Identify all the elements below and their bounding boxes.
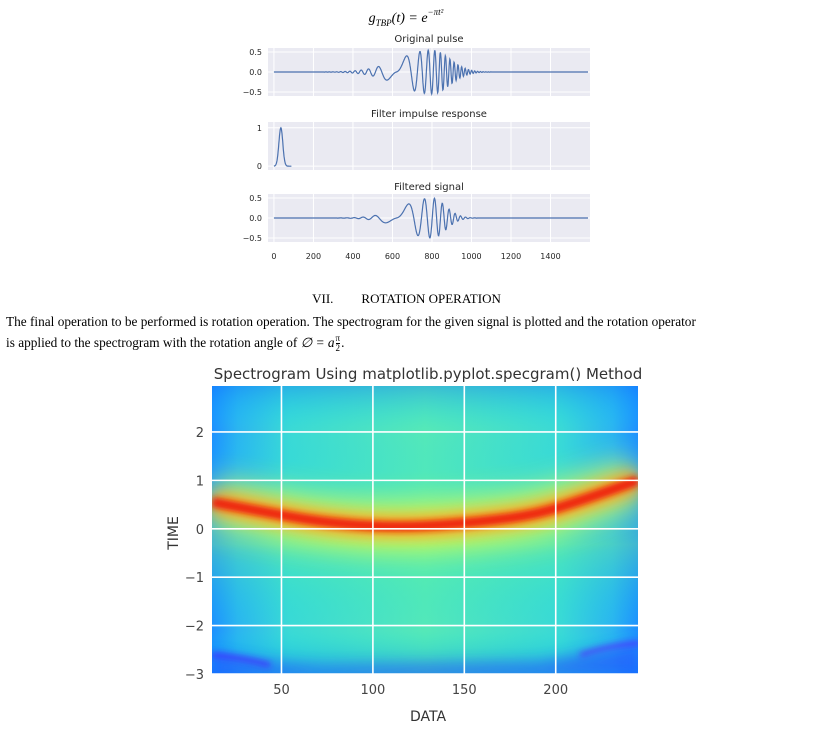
chart-title: Spectrogram Using matplotlib.pyplot.spec… bbox=[214, 365, 642, 383]
y-tick-label: −2 bbox=[185, 620, 204, 635]
paragraph-line-2-text: is applied to the spectrogram with the r… bbox=[6, 335, 298, 350]
panel-background bbox=[268, 122, 590, 170]
x-tick-label: 800 bbox=[424, 252, 439, 261]
y-axis-label: TIME bbox=[166, 516, 182, 551]
y-tick-label: 1 bbox=[196, 474, 204, 489]
x-tick-label: 400 bbox=[345, 252, 360, 261]
rotation-angle-expression: ∅ = a bbox=[300, 335, 335, 350]
spectrogram-image bbox=[212, 386, 638, 674]
y-tick-label: 0.5 bbox=[249, 48, 262, 57]
panel-filter-impulse-response: Filter impulse response 1 0 bbox=[257, 109, 590, 171]
panel-filtered-signal: Filtered signal 0.5 0.0 −0.5 bbox=[243, 182, 590, 243]
x-axis-label: DATA bbox=[410, 709, 446, 725]
formula-lhs: g bbox=[369, 11, 376, 26]
y-tick-label: −0.5 bbox=[243, 88, 262, 97]
paragraph-end: . bbox=[341, 335, 345, 350]
formula-arg: (t) = e bbox=[392, 11, 428, 26]
y-tick-label: 0 bbox=[196, 523, 204, 538]
panel-original-pulse: Original pulse 0.5 0.0 −0.5 bbox=[243, 34, 590, 97]
x-tick-label: 200 bbox=[543, 683, 568, 698]
y-tick-label: −0.5 bbox=[243, 234, 262, 243]
section-heading: VII. ROTATION OPERATION bbox=[0, 291, 813, 307]
paragraph-line-1: The final operation to be performed is r… bbox=[6, 314, 696, 329]
y-tick-label: 1 bbox=[257, 124, 262, 133]
panel-title: Original pulse bbox=[394, 34, 463, 45]
x-tick-label: 1400 bbox=[540, 252, 560, 261]
x-axis-ticks: 50 100 150 200 bbox=[273, 683, 568, 698]
y-axis-ticks: 2 1 0 −1 −2 −3 bbox=[185, 426, 204, 683]
ridge-red-core bbox=[212, 475, 638, 532]
signal-figure: gTBP(t) = e−πt² Original pulse 0.5 0.0 −0.… bbox=[243, 7, 590, 261]
formula-subscript: TBP bbox=[376, 18, 393, 28]
formula-exponent: −πt² bbox=[428, 7, 444, 17]
y-tick-label: 0 bbox=[257, 162, 262, 171]
section-number: VII. bbox=[312, 291, 334, 306]
x-tick-label: 150 bbox=[452, 683, 477, 698]
y-tick-label: 0.5 bbox=[249, 194, 262, 203]
impulse-response-line bbox=[273, 126, 292, 167]
x-tick-label: 1000 bbox=[461, 252, 481, 261]
panel-title: Filtered signal bbox=[394, 182, 464, 193]
paragraph-line-2: is applied to the spectrogram with the r… bbox=[6, 332, 810, 353]
y-tick-label: 2 bbox=[196, 426, 204, 441]
y-tick-label: −3 bbox=[185, 668, 204, 683]
y-tick-label: 0.0 bbox=[249, 68, 262, 77]
filtered-signal-line bbox=[273, 196, 588, 239]
x-tick-label: 100 bbox=[360, 683, 385, 698]
y-tick-label: 0.0 bbox=[249, 214, 262, 223]
x-tick-label: 1200 bbox=[501, 252, 521, 261]
fraction-denominator: 2 bbox=[335, 343, 341, 354]
formula: gTBP(t) = e−πt² bbox=[369, 7, 444, 28]
spectrogram-figure: Spectrogram Using matplotlib.pyplot.spec… bbox=[166, 365, 642, 725]
y-tick-label: −1 bbox=[185, 571, 204, 586]
x-tick-label: 50 bbox=[273, 683, 290, 698]
x-tick-label: 200 bbox=[306, 252, 321, 261]
panel-title: Filter impulse response bbox=[371, 109, 487, 120]
fraction-numerator: π bbox=[335, 333, 341, 344]
section-title: ROTATION OPERATION bbox=[361, 291, 501, 306]
x-axis-ticks: 0 200 400 600 800 1000 1200 1400 bbox=[271, 252, 560, 261]
original-pulse-line bbox=[273, 48, 588, 97]
x-tick-label: 0 bbox=[271, 252, 276, 261]
body-paragraph: The final operation to be performed is r… bbox=[6, 311, 810, 353]
x-tick-label: 600 bbox=[385, 252, 400, 261]
